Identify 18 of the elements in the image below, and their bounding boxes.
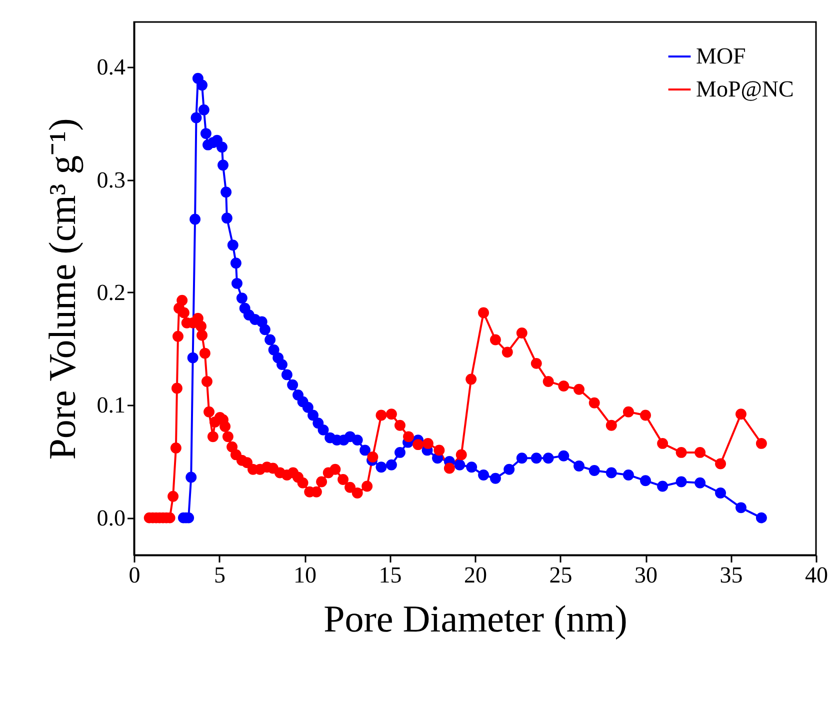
x-tick-label: 40: [805, 562, 828, 588]
legend-label: MoP@NC: [696, 76, 794, 102]
x-tick-label: 35: [720, 562, 743, 588]
y-tick-label: 0.1: [96, 392, 126, 418]
legend-label: MOF: [696, 44, 746, 68]
y-tick-label: 0.4: [96, 54, 126, 80]
x-tick-label: 15: [378, 562, 402, 588]
y-tick-label: 0.3: [96, 167, 126, 192]
y-axis-title: Pore Volume (cm³ g⁻¹): [42, 118, 84, 460]
x-tick-label: 10: [294, 562, 316, 588]
x-tick-label: 0: [128, 562, 140, 588]
x-tick-label: 20: [464, 562, 487, 588]
y-tick-label: 0.2: [96, 280, 126, 305]
x-axis-title: Pore Diameter (nm): [324, 598, 628, 640]
y-tick-label: 0.0: [96, 505, 126, 530]
x-tick-label: 5: [214, 562, 226, 588]
x-tick-label: 25: [549, 562, 572, 588]
x-tick-label: 30: [634, 562, 658, 588]
